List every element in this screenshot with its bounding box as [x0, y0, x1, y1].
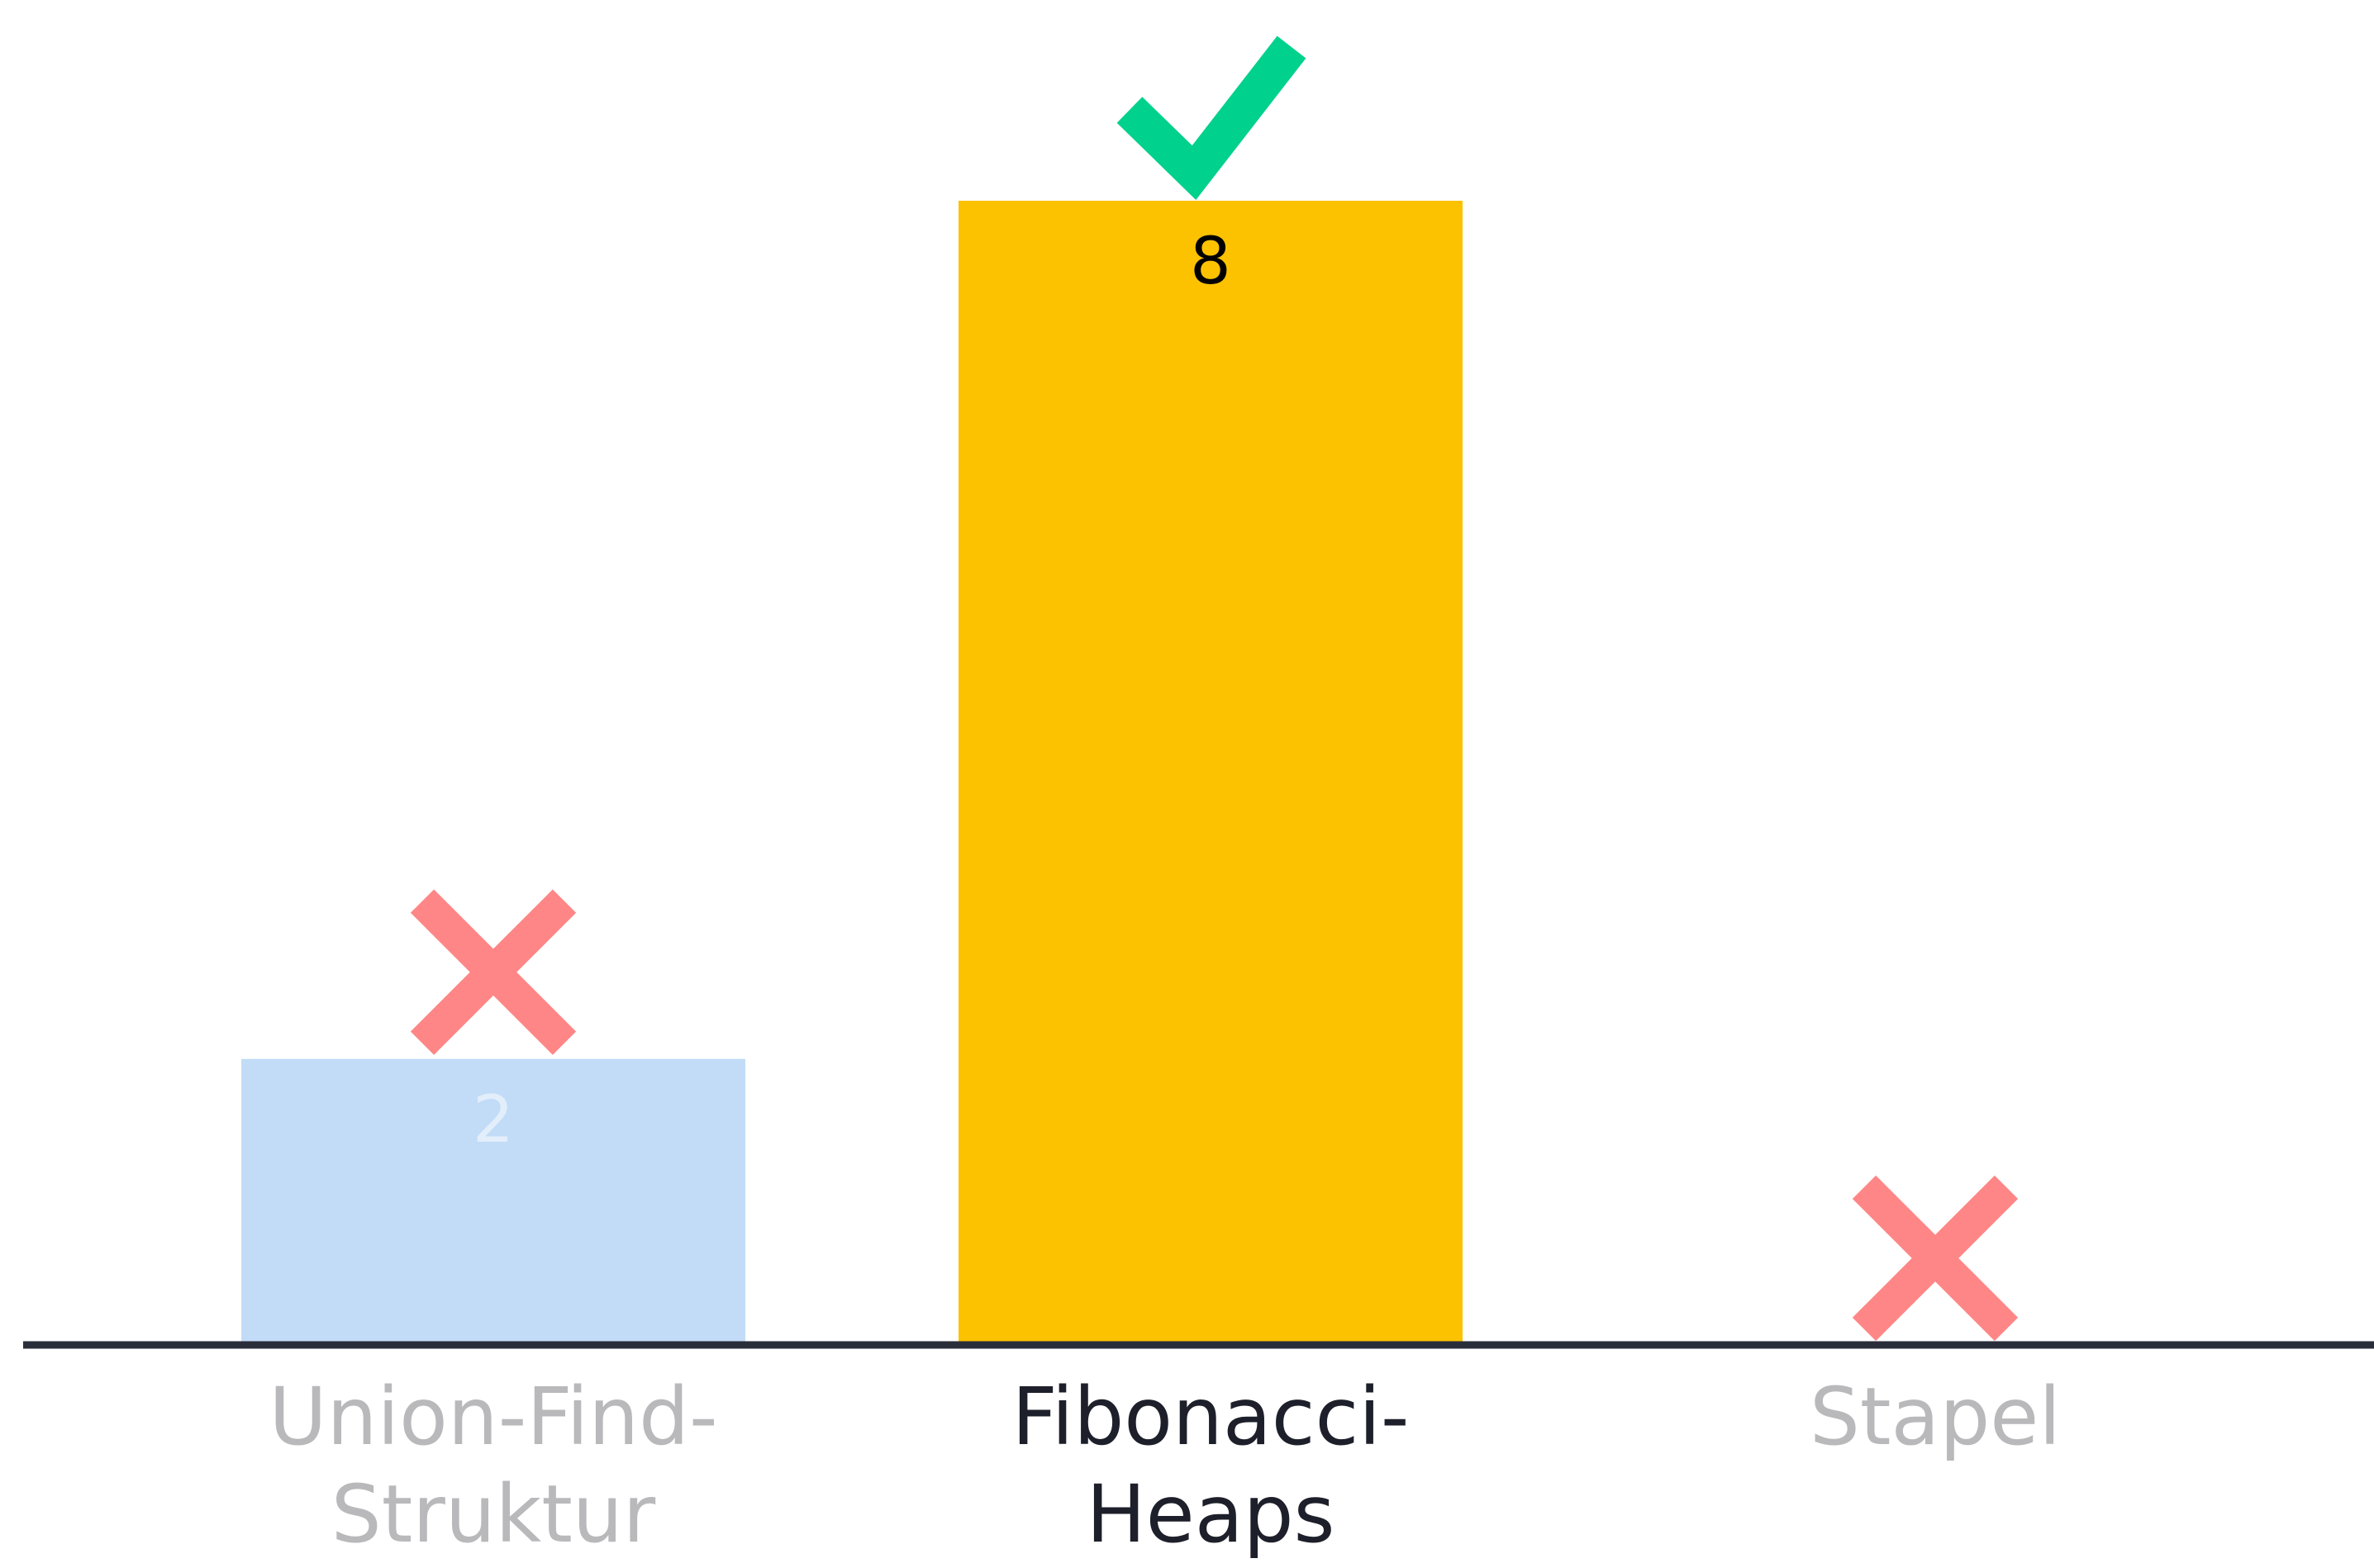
category-label-2: Stapel	[1810, 1371, 2061, 1463]
bar-value-label-0: 2	[473, 1083, 514, 1157]
bar-1	[959, 201, 1463, 1345]
cross-icon	[410, 889, 577, 1055]
category-label-0: Union-Find-Struktur	[269, 1371, 717, 1561]
bar-0	[241, 1058, 745, 1345]
checkmark-icon	[1116, 36, 1306, 200]
category-label-1: Fibonacci-Heaps	[1011, 1371, 1409, 1561]
bar-value-label-1: 8	[1190, 225, 1231, 299]
cross-icon	[1852, 1175, 2019, 1342]
